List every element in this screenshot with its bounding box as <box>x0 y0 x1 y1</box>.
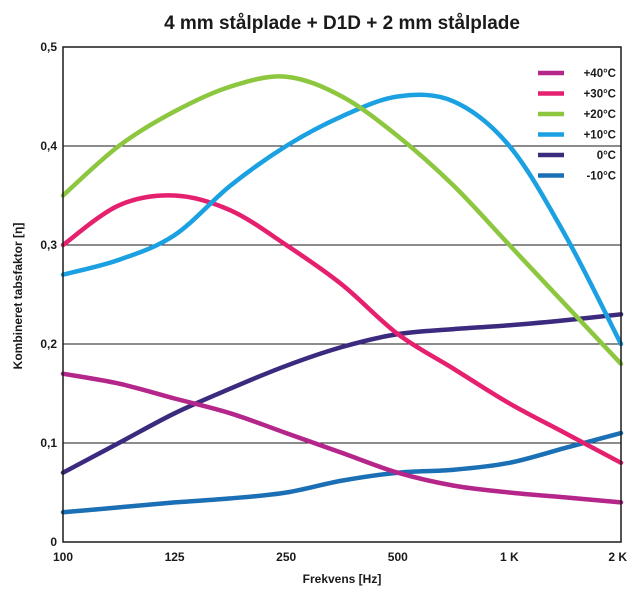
chart-title: 4 mm stålplade + D1D + 2 mm stålplade <box>164 13 520 34</box>
x-tick-label: 2 K <box>608 550 627 564</box>
y-tick-label: 0,2 <box>40 337 57 351</box>
y-tick-label: 0 <box>50 535 57 549</box>
y-axis-label: Kombineret tabsfaktor [η] <box>11 223 25 370</box>
series-group <box>60 74 624 515</box>
series-line <box>60 371 624 505</box>
legend: +40°C +30°C +20°C +10°C 0°C -10°C <box>538 68 616 183</box>
x-tick-labels: 100 125 250 500 1 K 2 K <box>53 550 627 564</box>
x-tick-label: 1 K <box>500 550 519 564</box>
x-tick-label: 100 <box>53 550 73 564</box>
series-line <box>60 430 624 515</box>
series-line <box>60 193 624 466</box>
x-tick-label: 500 <box>388 550 408 564</box>
y-tick-label: 0,3 <box>40 238 57 252</box>
y-tick-label: 0,4 <box>40 139 57 153</box>
series-line <box>60 312 624 475</box>
y-tick-labels: 0 0,1 0,2 0,3 0,4 0,5 <box>40 40 57 549</box>
x-axis-label: Frekvens [Hz] <box>303 572 382 586</box>
legend-label: +20°C <box>584 109 616 121</box>
legend-label: +10°C <box>584 130 616 142</box>
x-tick-label: 250 <box>276 550 296 564</box>
legend-label: +40°C <box>584 68 616 80</box>
x-tick-label: 125 <box>165 550 185 564</box>
plot-frame <box>62 46 622 543</box>
series-line <box>60 92 624 347</box>
legend-label: 0°C <box>597 150 616 162</box>
legend-label: -10°C <box>586 171 616 183</box>
legend-label: +30°C <box>584 89 616 101</box>
y-tick-label: 0,5 <box>40 40 57 54</box>
series-line <box>60 74 624 367</box>
y-tick-label: 0,1 <box>40 436 57 450</box>
